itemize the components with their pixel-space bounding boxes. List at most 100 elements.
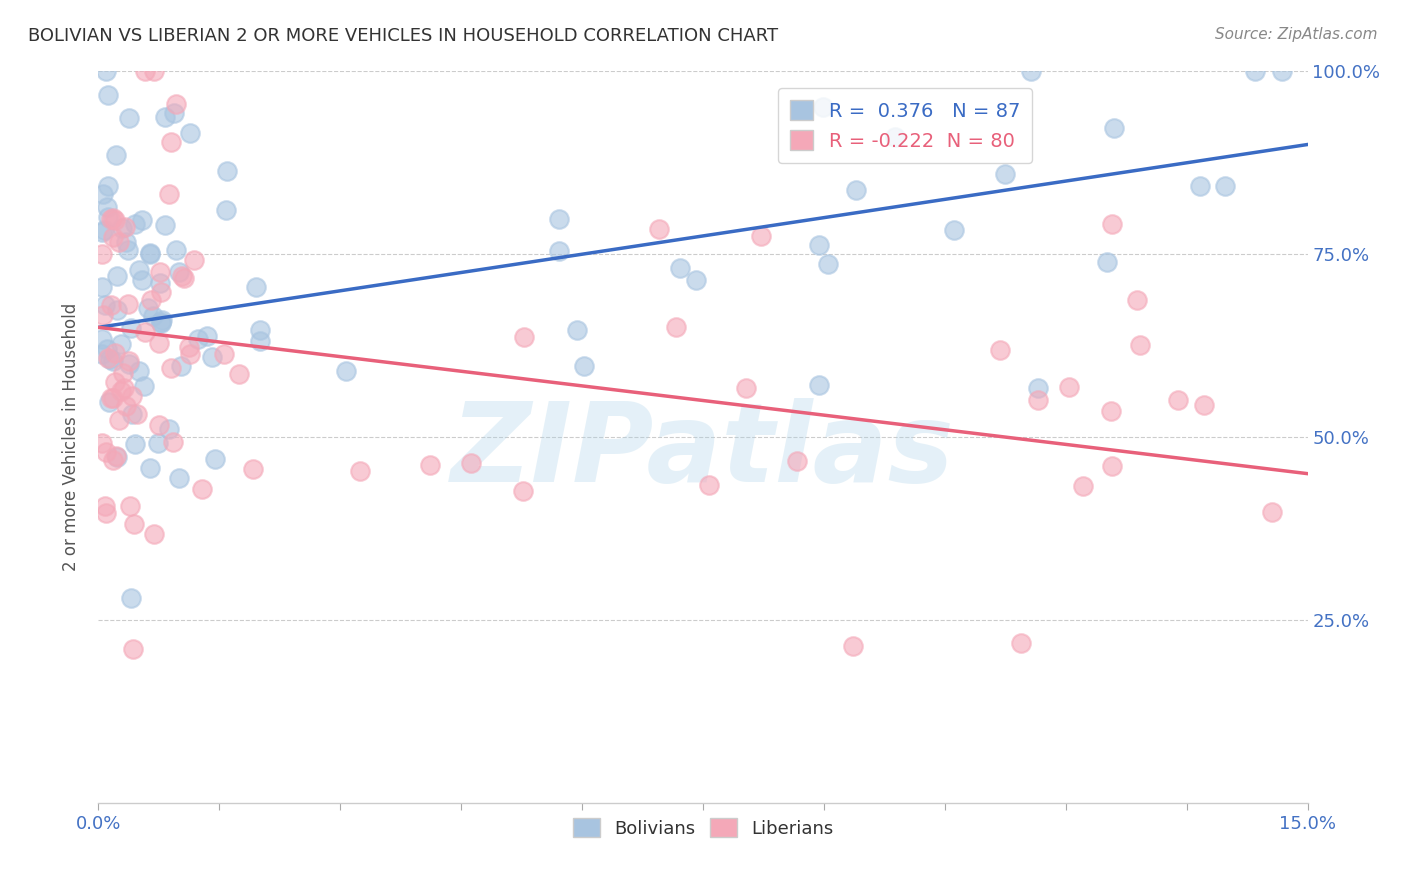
- Point: [215, 164, 238, 178]
- Point: [121, 407, 143, 421]
- Point: [117, 354, 139, 368]
- Point: [128, 263, 150, 277]
- Point: [160, 136, 183, 150]
- Point: [335, 363, 357, 377]
- Point: [214, 347, 236, 361]
- Legend: Bolivians, Liberians: Bolivians, Liberians: [565, 811, 841, 845]
- Point: [101, 453, 124, 467]
- Point: [697, 478, 720, 492]
- Point: [1099, 404, 1122, 418]
- Point: [808, 238, 831, 252]
- Point: [117, 297, 139, 311]
- Point: [101, 211, 124, 226]
- Point: [187, 332, 209, 346]
- Point: [91, 309, 114, 323]
- Point: [1102, 120, 1125, 135]
- Point: [100, 352, 122, 367]
- Point: [149, 265, 172, 279]
- Point: [994, 167, 1017, 181]
- Point: [134, 64, 156, 78]
- Point: [94, 506, 117, 520]
- Point: [1057, 379, 1080, 393]
- Point: [128, 364, 150, 378]
- Point: [215, 202, 238, 217]
- Point: [669, 260, 692, 275]
- Point: [138, 246, 160, 260]
- Point: [108, 413, 131, 427]
- Point: [191, 482, 214, 496]
- Point: [988, 343, 1011, 358]
- Point: [101, 354, 124, 368]
- Point: [108, 235, 131, 249]
- Point: [201, 350, 224, 364]
- Point: [111, 367, 134, 381]
- Point: [567, 323, 589, 337]
- Point: [685, 273, 707, 287]
- Point: [1126, 293, 1149, 307]
- Point: [142, 64, 165, 78]
- Point: [138, 461, 160, 475]
- Point: [134, 325, 156, 339]
- Point: [112, 381, 135, 395]
- Point: [91, 332, 114, 346]
- Point: [121, 389, 143, 403]
- Point: [735, 381, 758, 395]
- Point: [131, 212, 153, 227]
- Point: [349, 464, 371, 478]
- Point: [845, 182, 868, 196]
- Point: [548, 244, 571, 258]
- Point: [97, 179, 120, 194]
- Point: [148, 277, 170, 291]
- Point: [1095, 255, 1118, 269]
- Point: [105, 268, 128, 283]
- Point: [808, 377, 831, 392]
- Point: [100, 391, 122, 405]
- Point: [648, 222, 671, 236]
- Point: [197, 328, 219, 343]
- Point: [110, 384, 132, 398]
- Point: [142, 527, 165, 541]
- Point: [104, 345, 127, 359]
- Point: [91, 225, 114, 239]
- Point: [170, 359, 193, 374]
- Point: [120, 321, 142, 335]
- Point: [1192, 398, 1215, 412]
- Point: [179, 126, 201, 140]
- Point: [91, 347, 114, 361]
- Point: [142, 309, 165, 323]
- Point: [115, 235, 138, 249]
- Point: [93, 499, 115, 513]
- Point: [104, 375, 127, 389]
- Point: [245, 280, 267, 294]
- Point: [811, 100, 834, 114]
- Point: [159, 361, 181, 376]
- Point: [884, 129, 907, 144]
- Point: [97, 88, 120, 103]
- Point: [114, 399, 136, 413]
- Point: [91, 436, 114, 450]
- Point: [512, 483, 534, 498]
- Point: [91, 247, 114, 261]
- Point: [148, 418, 170, 433]
- Point: [749, 229, 772, 244]
- Point: [136, 301, 159, 316]
- Point: [942, 223, 965, 237]
- Point: [173, 271, 195, 285]
- Point: [1188, 179, 1211, 194]
- Point: [118, 499, 141, 513]
- Text: ZIPatlas: ZIPatlas: [451, 398, 955, 505]
- Point: [419, 458, 441, 472]
- Point: [118, 357, 141, 371]
- Point: [107, 302, 129, 317]
- Point: [228, 368, 250, 382]
- Point: [101, 391, 124, 405]
- Point: [1101, 217, 1123, 231]
- Point: [105, 449, 128, 463]
- Point: [153, 110, 176, 124]
- Point: [179, 347, 201, 361]
- Point: [149, 316, 172, 330]
- Point: [97, 210, 120, 224]
- Point: [122, 517, 145, 532]
- Point: [118, 111, 141, 125]
- Point: [842, 639, 865, 653]
